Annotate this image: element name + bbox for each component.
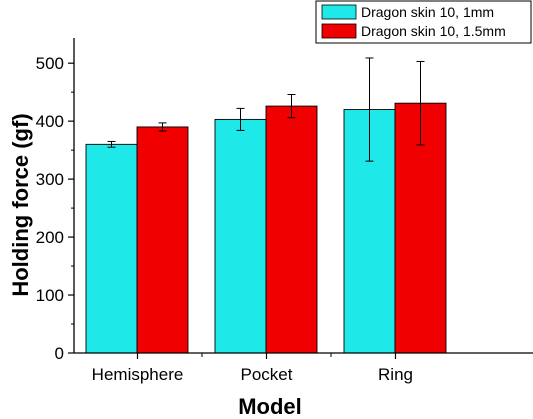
bar-hemisphere-1-5mm	[136, 126, 189, 354]
legend-label-1mm: Dragon skin 10, 1mm	[361, 4, 494, 20]
bar-pocket-1-5mm	[265, 105, 318, 354]
x-tick-label: Ring	[378, 365, 413, 384]
bars-layer	[85, 102, 447, 354]
axes-layer	[73, 38, 533, 354]
y-tick-label: 100	[36, 286, 64, 305]
legend-swatch-1mm	[321, 4, 357, 20]
y-tick-label: 0	[55, 344, 64, 363]
error-bars-layer	[107, 57, 425, 162]
error-bar-ring-1-5mm	[416, 60, 425, 146]
legend: Dragon skin 10, 1mm Dragon skin 10, 1.5m…	[315, 0, 532, 44]
bar-pocket-1mm	[214, 118, 267, 354]
x-tick-label: Hemisphere	[92, 365, 184, 384]
ticks-layer	[68, 62, 397, 359]
error-bar-hemisphere-1-5mm	[158, 122, 167, 132]
error-bar-hemisphere-1mm	[107, 140, 116, 148]
y-tick-label: 300	[36, 170, 64, 189]
legend-label-1-5mm: Dragon skin 10, 1.5mm	[361, 23, 506, 39]
y-axis-title: Holding force (gf)	[8, 113, 33, 296]
error-bar-ring-1mm	[365, 57, 374, 162]
error-bar-pocket-1-5mm	[287, 93, 296, 119]
y-tick-label: 200	[36, 228, 64, 247]
y-tick-label: 500	[36, 54, 64, 73]
x-tick-label: Pocket	[241, 365, 293, 384]
x-axis-title: Model	[238, 394, 302, 419]
tick-labels-layer: 0 100 200 300 400 500 Hemisphere Pocket Ring	[36, 54, 413, 384]
y-tick-label: 400	[36, 112, 64, 131]
bar-hemisphere-1mm	[85, 143, 138, 354]
error-bar-pocket-1mm	[236, 107, 245, 131]
legend-swatch-1-5mm	[321, 23, 357, 39]
